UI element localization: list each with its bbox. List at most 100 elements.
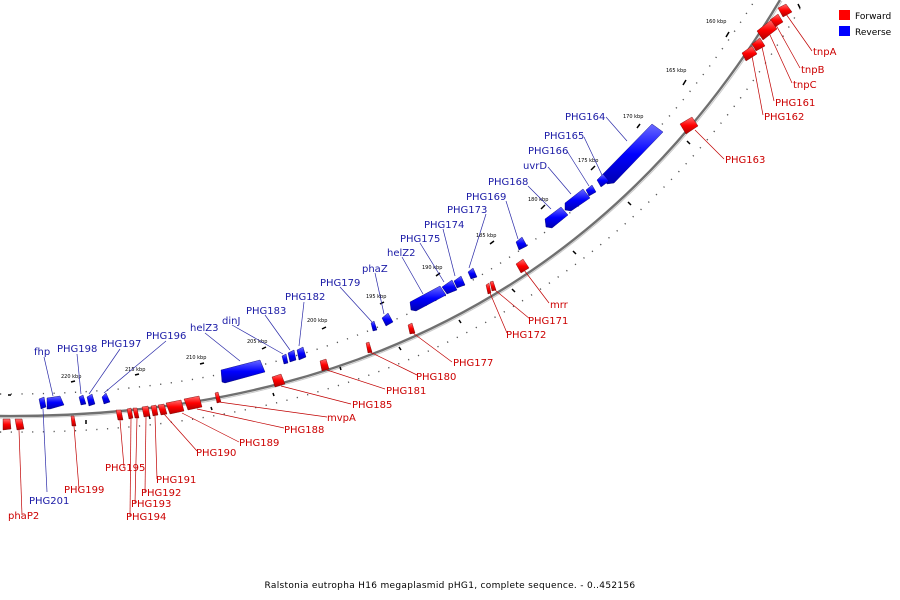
gene-phg180-arrow: [365, 341, 373, 354]
gene-tnpA-arrow: [777, 3, 793, 18]
gene-label-fhp: fhp: [34, 347, 50, 358]
forward-features: [2, 3, 793, 431]
reverse-labels: PHG164 PHG165 PHG166 uvrD PHG168 PHG169 …: [29, 112, 605, 507]
gene-label-phg161: PHG161: [775, 98, 815, 109]
tick-label: 215 kbp: [125, 367, 145, 373]
gene-phaZ-arrow: [381, 312, 394, 327]
gene-phg165-arrow: [596, 173, 610, 188]
tick-label: 210 kbp: [186, 355, 206, 361]
gene-label-tnpb: tnpB: [801, 65, 825, 76]
gene-label-phap2: phaP2: [8, 511, 39, 522]
gene-mrr-arrow: [515, 258, 530, 274]
gene-helz2-arrow: [409, 285, 447, 312]
gene-label-phg180: PHG180: [416, 372, 456, 383]
gene-label-phg191: PHG191: [156, 475, 196, 486]
legend-reverse-swatch: [839, 26, 850, 36]
forward-callouts: [18, 13, 813, 517]
gene-label-phg198: PHG198: [57, 344, 97, 355]
gene-label-phg189: PHG189: [239, 438, 279, 449]
gene-label-phg173: PHG173: [447, 205, 487, 216]
gene-label-phg165: PHG165: [544, 131, 584, 142]
gene-label-phg188: PHG188: [284, 425, 324, 436]
gene-phg188-arrow: [183, 395, 203, 411]
gene-phg166-arrow: [585, 184, 597, 197]
tick-label: 160 kbp: [706, 19, 726, 25]
gene-dinJ-arrow: [281, 353, 289, 365]
gene-label-phg162: PHG162: [764, 112, 804, 123]
gene-phg177-arrow: [407, 322, 416, 335]
legend-forward-swatch: [839, 10, 850, 20]
gene-phaP2-arrow: [14, 418, 25, 431]
gene-label-phg175: PHG175: [400, 234, 440, 245]
gene-label-phg172: PHG172: [506, 330, 546, 341]
gene-label-phg193: PHG193: [131, 499, 171, 510]
gene-label-helz2: helZ2: [387, 248, 415, 259]
gene-phg163-arrow: [679, 116, 699, 135]
tick-label: 200 kbp: [307, 318, 327, 324]
gene-phg183-arrow: [287, 349, 297, 363]
reverse-features: [38, 123, 664, 410]
gene-phg179-arrow: [370, 320, 378, 332]
tick-label: 220 kbp: [61, 374, 81, 380]
gene-label-phg169: PHG169: [466, 192, 506, 203]
gene-label-tnpa: tnpA: [813, 47, 837, 58]
gene-label-phg174: PHG174: [424, 220, 464, 231]
gene-phg197-arrow: [86, 393, 96, 407]
gene-label-phg199: PHG199: [64, 485, 104, 496]
gene-phg169-arrow: [515, 236, 528, 251]
legend-reverse-label: Reverse: [855, 28, 892, 38]
reverse-callouts: [42, 116, 628, 493]
gene-phg190-arrow: [157, 403, 168, 416]
gene-phg161-arrow: [751, 37, 766, 52]
gene-label-mrr: mrr: [550, 300, 569, 311]
gene-label-phg182: PHG182: [285, 292, 325, 303]
gene-phg164-arrow: [602, 123, 664, 185]
gene-label-phg201: PHG201: [29, 496, 69, 507]
gene-label-phg197: PHG197: [101, 339, 141, 350]
gene-phg195-arrow: [115, 409, 124, 421]
gene-label-uvrd: uvrD: [523, 161, 547, 172]
gene-label-phg181: PHG181: [386, 386, 426, 397]
gene-fhp-arrow: [46, 395, 65, 410]
gene-phg191-arrow: [150, 404, 159, 417]
gene-label-mvpa: mvpA: [327, 413, 356, 424]
gene-phg194-arrow: [126, 407, 134, 420]
gene-label-phg177: PHG177: [453, 358, 493, 369]
gene-phg175-arrow: [441, 279, 458, 295]
gene-phg189-arrow: [165, 399, 185, 415]
outer-dotted-track: [0, 0, 756, 395]
gene-tnpC-arrow: [756, 19, 778, 41]
gene-helz3-arrow: [220, 359, 266, 384]
backbone-shadow: [0, 0, 783, 419]
gene-phg171-arrow: [489, 280, 497, 292]
gene-label-dinj: dinJ: [222, 316, 240, 327]
gene-label-helz3: helZ3: [190, 323, 218, 334]
gene-edge-left-1: [2, 418, 12, 431]
legend: Forward Reverse: [839, 10, 892, 38]
gene-label-phg195: PHG195: [105, 463, 145, 474]
gene-label-phg185: PHG185: [352, 400, 392, 411]
gene-label-phg194: PHG194: [126, 512, 166, 523]
gene-label-phg164: PHG164: [565, 112, 605, 123]
gene-phg201-arrow: [38, 396, 47, 410]
inner-dotted-track: [0, 0, 806, 433]
gene-phg199-arrow: [70, 415, 77, 427]
gene-label-phaz: phaZ: [362, 264, 388, 275]
gene-label-phg163: PHG163: [725, 155, 765, 166]
tick-label: 180 kbp: [528, 197, 548, 203]
map-caption: Ralstonia eutropha H16 megaplasmid pHG1,…: [265, 581, 636, 591]
gene-label-phg190: PHG190: [196, 448, 236, 459]
gene-label-phg168: PHG168: [488, 177, 528, 188]
gene-phg196-arrow: [101, 392, 111, 405]
legend-forward-label: Forward: [855, 12, 891, 22]
tick-marks: [8, 3, 801, 424]
tick-label: 165 kbp: [666, 68, 686, 74]
forward-labels: tnpA tnpB tnpC PHG161 PHG162 PHG163 mrr …: [8, 47, 837, 523]
gene-label-tnpc: tnpC: [793, 80, 817, 91]
gene-label-phg171: PHG171: [528, 316, 568, 327]
tick-label: 170 kbp: [623, 114, 643, 120]
gene-phg173-arrow: [467, 267, 478, 280]
gene-phg198-arrow: [78, 394, 87, 406]
